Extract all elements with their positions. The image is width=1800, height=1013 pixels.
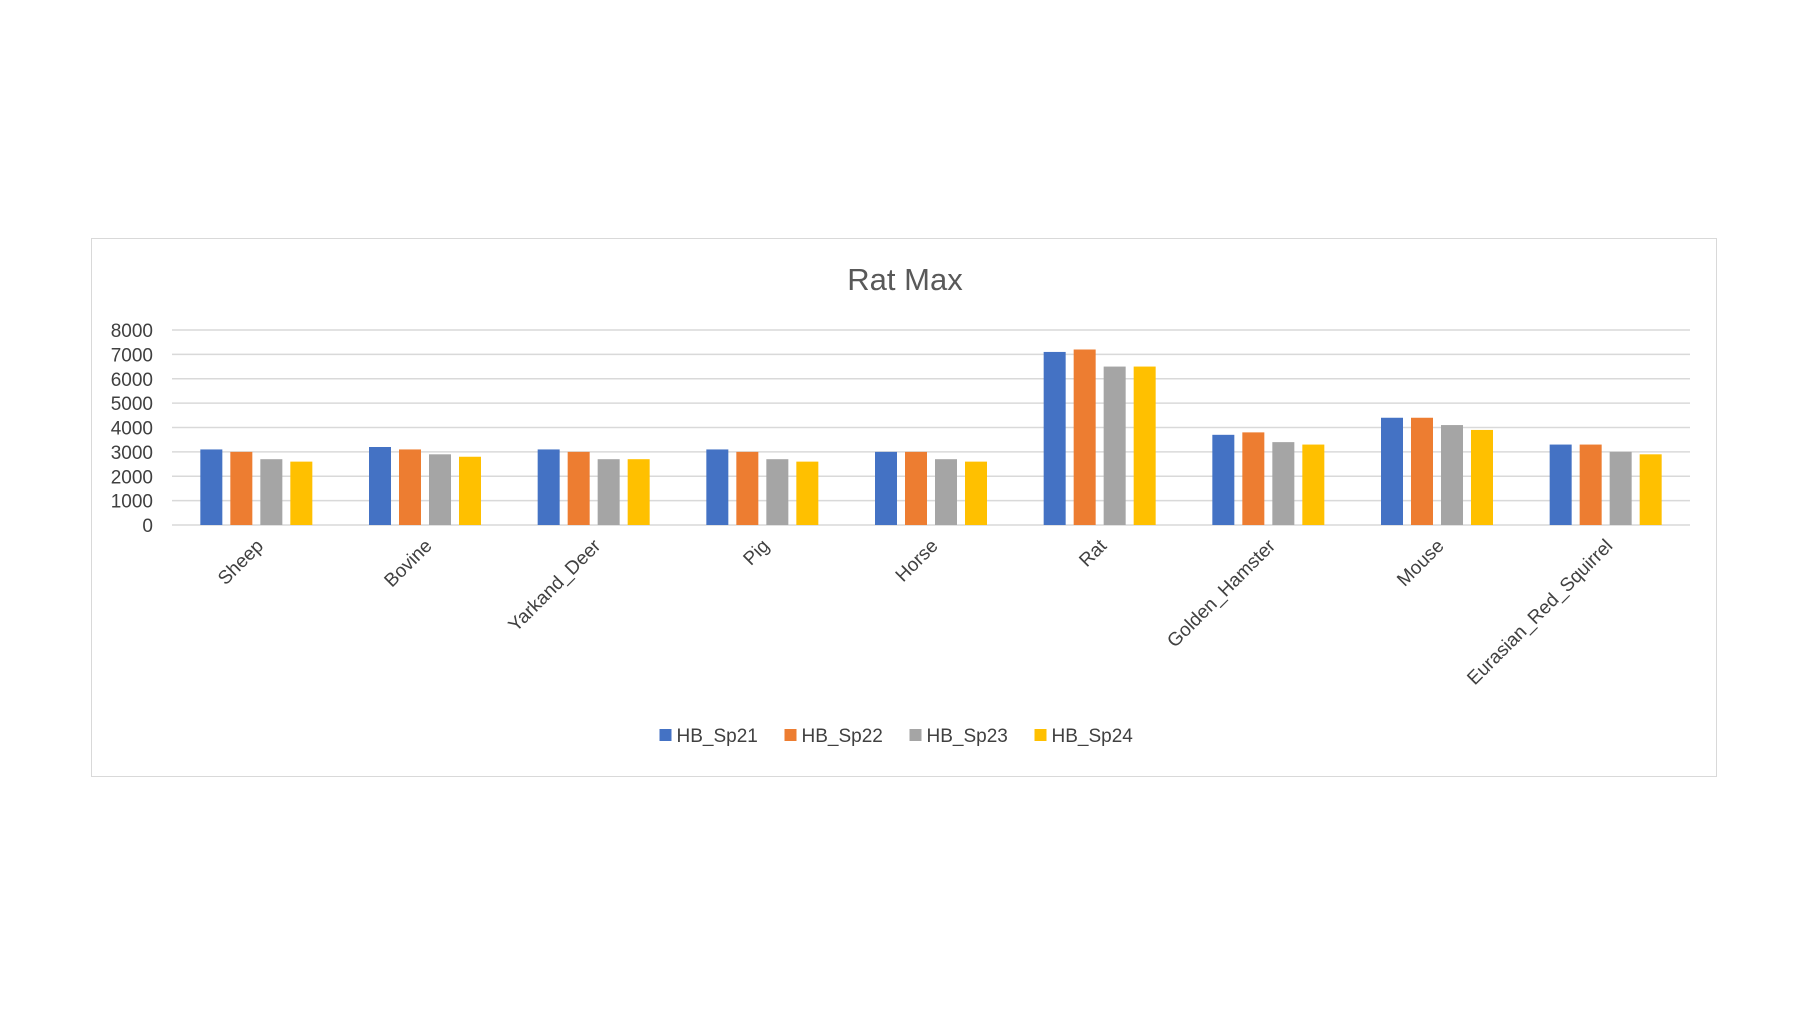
x-category-label: Golden_Hamster xyxy=(1163,535,1280,652)
bar-HB_Sp24-Mouse xyxy=(1471,429,1493,525)
bar-HB_Sp23-Eurasian_Red_Squirrel xyxy=(1609,451,1632,525)
legend-label: HB_Sp24 xyxy=(1052,726,1134,747)
x-category-label: Eurasian_Red_Squirrel xyxy=(1463,536,1617,690)
bar-HB_Sp24-Pig xyxy=(796,461,819,525)
y-tick-label: 7000 xyxy=(111,345,153,366)
y-tick-label: 2000 xyxy=(111,467,153,488)
bar-HB_Sp21-Sheep xyxy=(200,449,223,525)
bar-HB_Sp23-Mouse xyxy=(1441,425,1463,525)
x-category-label: Pig xyxy=(740,536,774,570)
y-tick-label: 5000 xyxy=(111,394,153,415)
bars xyxy=(200,349,1662,525)
x-axis-labels: Sheep Bovine Yarkand_Deer Pig Horse Rat Golden… xyxy=(214,535,1617,689)
y-tick-label: 0 xyxy=(142,516,153,537)
bar-HB_Sp21-Yarkand_Deer xyxy=(537,449,560,525)
legend-item: HB_Sp21 xyxy=(659,726,758,747)
bar-HB_Sp21-Eurasian_Red_Squirrel xyxy=(1549,444,1572,525)
legend-label: HB_Sp22 xyxy=(802,726,883,747)
legend-label: HB_Sp23 xyxy=(927,726,1008,747)
x-category-label: Horse xyxy=(892,536,943,587)
legend-item: HB_Sp23 xyxy=(909,726,1008,747)
legend-label: HB_Sp21 xyxy=(677,726,758,747)
bar-HB_Sp23-Yarkand_Deer xyxy=(597,459,620,525)
legend-swatch xyxy=(909,729,922,741)
bar-HB_Sp22-Eurasian_Red_Squirrel xyxy=(1579,444,1602,525)
chart-svg: Rat Max 0 1000 2000 3000 4000 5000 6000 7000 800… xyxy=(111,262,1690,747)
y-tick-label: 1000 xyxy=(111,492,153,513)
bar-HB_Sp21-Pig xyxy=(706,449,729,525)
bar-HB_Sp22-Sheep xyxy=(230,451,253,525)
bar-HB_Sp23-Pig xyxy=(766,459,789,525)
legend-swatch xyxy=(784,729,797,741)
bar-HB_Sp24-Horse xyxy=(965,461,987,525)
legend-swatch xyxy=(659,729,672,741)
bar-HB_Sp22-Rat xyxy=(1073,349,1096,525)
legend: HB_Sp21 HB_Sp22 HB_Sp23 HB_Sp24 xyxy=(659,726,1134,747)
y-tick-label: 8000 xyxy=(111,321,153,342)
x-category-label: Rat xyxy=(1075,535,1111,571)
y-tick-label: 6000 xyxy=(111,370,153,391)
y-tick-label: 4000 xyxy=(111,419,153,440)
x-category-label: Sheep xyxy=(214,536,268,590)
bar-HB_Sp23-Rat xyxy=(1103,366,1126,525)
x-category-label: Mouse xyxy=(1393,536,1448,591)
chart-title: Rat Max xyxy=(847,262,963,297)
bar-HB_Sp23-Sheep xyxy=(260,459,283,525)
bar-HB_Sp22-Mouse xyxy=(1411,417,1433,525)
bar-HB_Sp24-Rat xyxy=(1133,366,1156,525)
bar-HB_Sp21-Rat xyxy=(1043,351,1066,525)
bar-HB_Sp23-Bovine xyxy=(429,454,451,525)
bar-HB_Sp24-Bovine xyxy=(459,456,481,525)
bar-HB_Sp24-Eurasian_Red_Squirrel xyxy=(1639,454,1662,525)
bar-HB_Sp22-Pig xyxy=(736,451,759,525)
x-category-label: Yarkand_Deer xyxy=(505,535,606,636)
bar-HB_Sp22-Yarkand_Deer xyxy=(567,451,590,525)
x-category-label: Bovine xyxy=(381,536,437,592)
bar-HB_Sp21-Golden_Hamster xyxy=(1212,434,1235,525)
bar-HB_Sp21-Bovine xyxy=(369,447,391,525)
y-axis-ticks: 0 1000 2000 3000 4000 5000 6000 7000 8000 xyxy=(111,321,153,537)
bar-HB_Sp24-Golden_Hamster xyxy=(1302,444,1325,525)
bar-HB_Sp23-Horse xyxy=(935,459,957,525)
gridlines xyxy=(172,329,1690,526)
bar-HB_Sp24-Yarkand_Deer xyxy=(627,459,650,525)
bar-HB_Sp22-Horse xyxy=(905,451,927,525)
y-tick-label: 3000 xyxy=(111,443,153,464)
chart-frame: Rat Max 0 1000 2000 3000 4000 5000 6000 7000 800… xyxy=(91,238,1717,777)
bar-HB_Sp22-Golden_Hamster xyxy=(1242,432,1265,525)
bar-HB_Sp22-Bovine xyxy=(399,449,421,525)
bar-HB_Sp24-Sheep xyxy=(290,461,313,525)
bar-HB_Sp23-Golden_Hamster xyxy=(1272,442,1295,525)
legend-item: HB_Sp24 xyxy=(1034,726,1134,747)
legend-item: HB_Sp22 xyxy=(784,726,883,747)
bar-HB_Sp21-Mouse xyxy=(1381,417,1403,525)
bar-HB_Sp21-Horse xyxy=(875,451,897,525)
legend-swatch xyxy=(1034,729,1047,741)
